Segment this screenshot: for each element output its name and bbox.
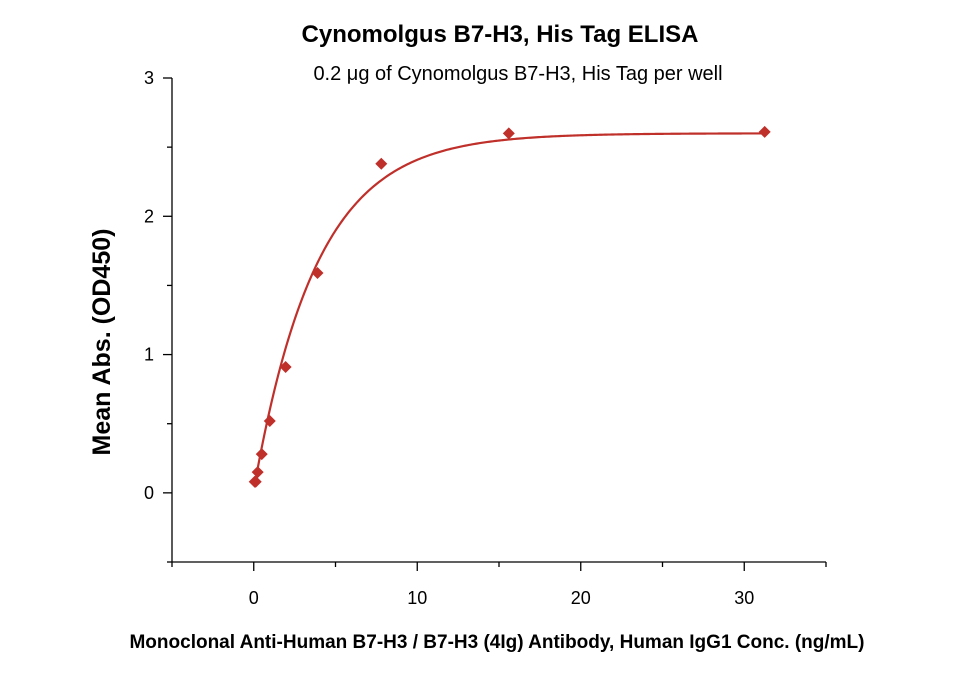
data-point	[249, 475, 262, 488]
data-points	[248, 125, 771, 488]
y-tick-label: 1	[144, 345, 154, 365]
data-point	[251, 466, 264, 479]
x-axis-label: Monoclonal Anti-Human B7-H3 / B7-H3 (4Ig…	[129, 632, 864, 653]
y-tick-label: 0	[144, 483, 154, 503]
data-point	[255, 448, 268, 461]
data-point	[758, 125, 771, 138]
data-point	[311, 266, 324, 279]
y-tick-label: 2	[144, 206, 154, 226]
fit-curve	[253, 132, 765, 485]
x-tick-label: 20	[571, 588, 591, 608]
fit-curve-layer	[253, 132, 765, 485]
data-point	[279, 361, 292, 374]
data-point	[375, 157, 388, 170]
x-tick-label: 30	[734, 588, 754, 608]
chart-subtitle: 0.2 μg of Cynomolgus B7-H3, His Tag per …	[313, 63, 722, 85]
chart-title: Cynomolgus B7-H3, His Tag ELISA	[302, 21, 699, 48]
x-tick-label: 0	[249, 588, 259, 608]
y-tick-label: 3	[144, 68, 154, 88]
data-point	[263, 414, 276, 427]
y-axis-label: Mean Abs. (OD450)	[88, 229, 116, 456]
data-point	[502, 127, 515, 140]
x-tick-label: 10	[407, 588, 427, 608]
